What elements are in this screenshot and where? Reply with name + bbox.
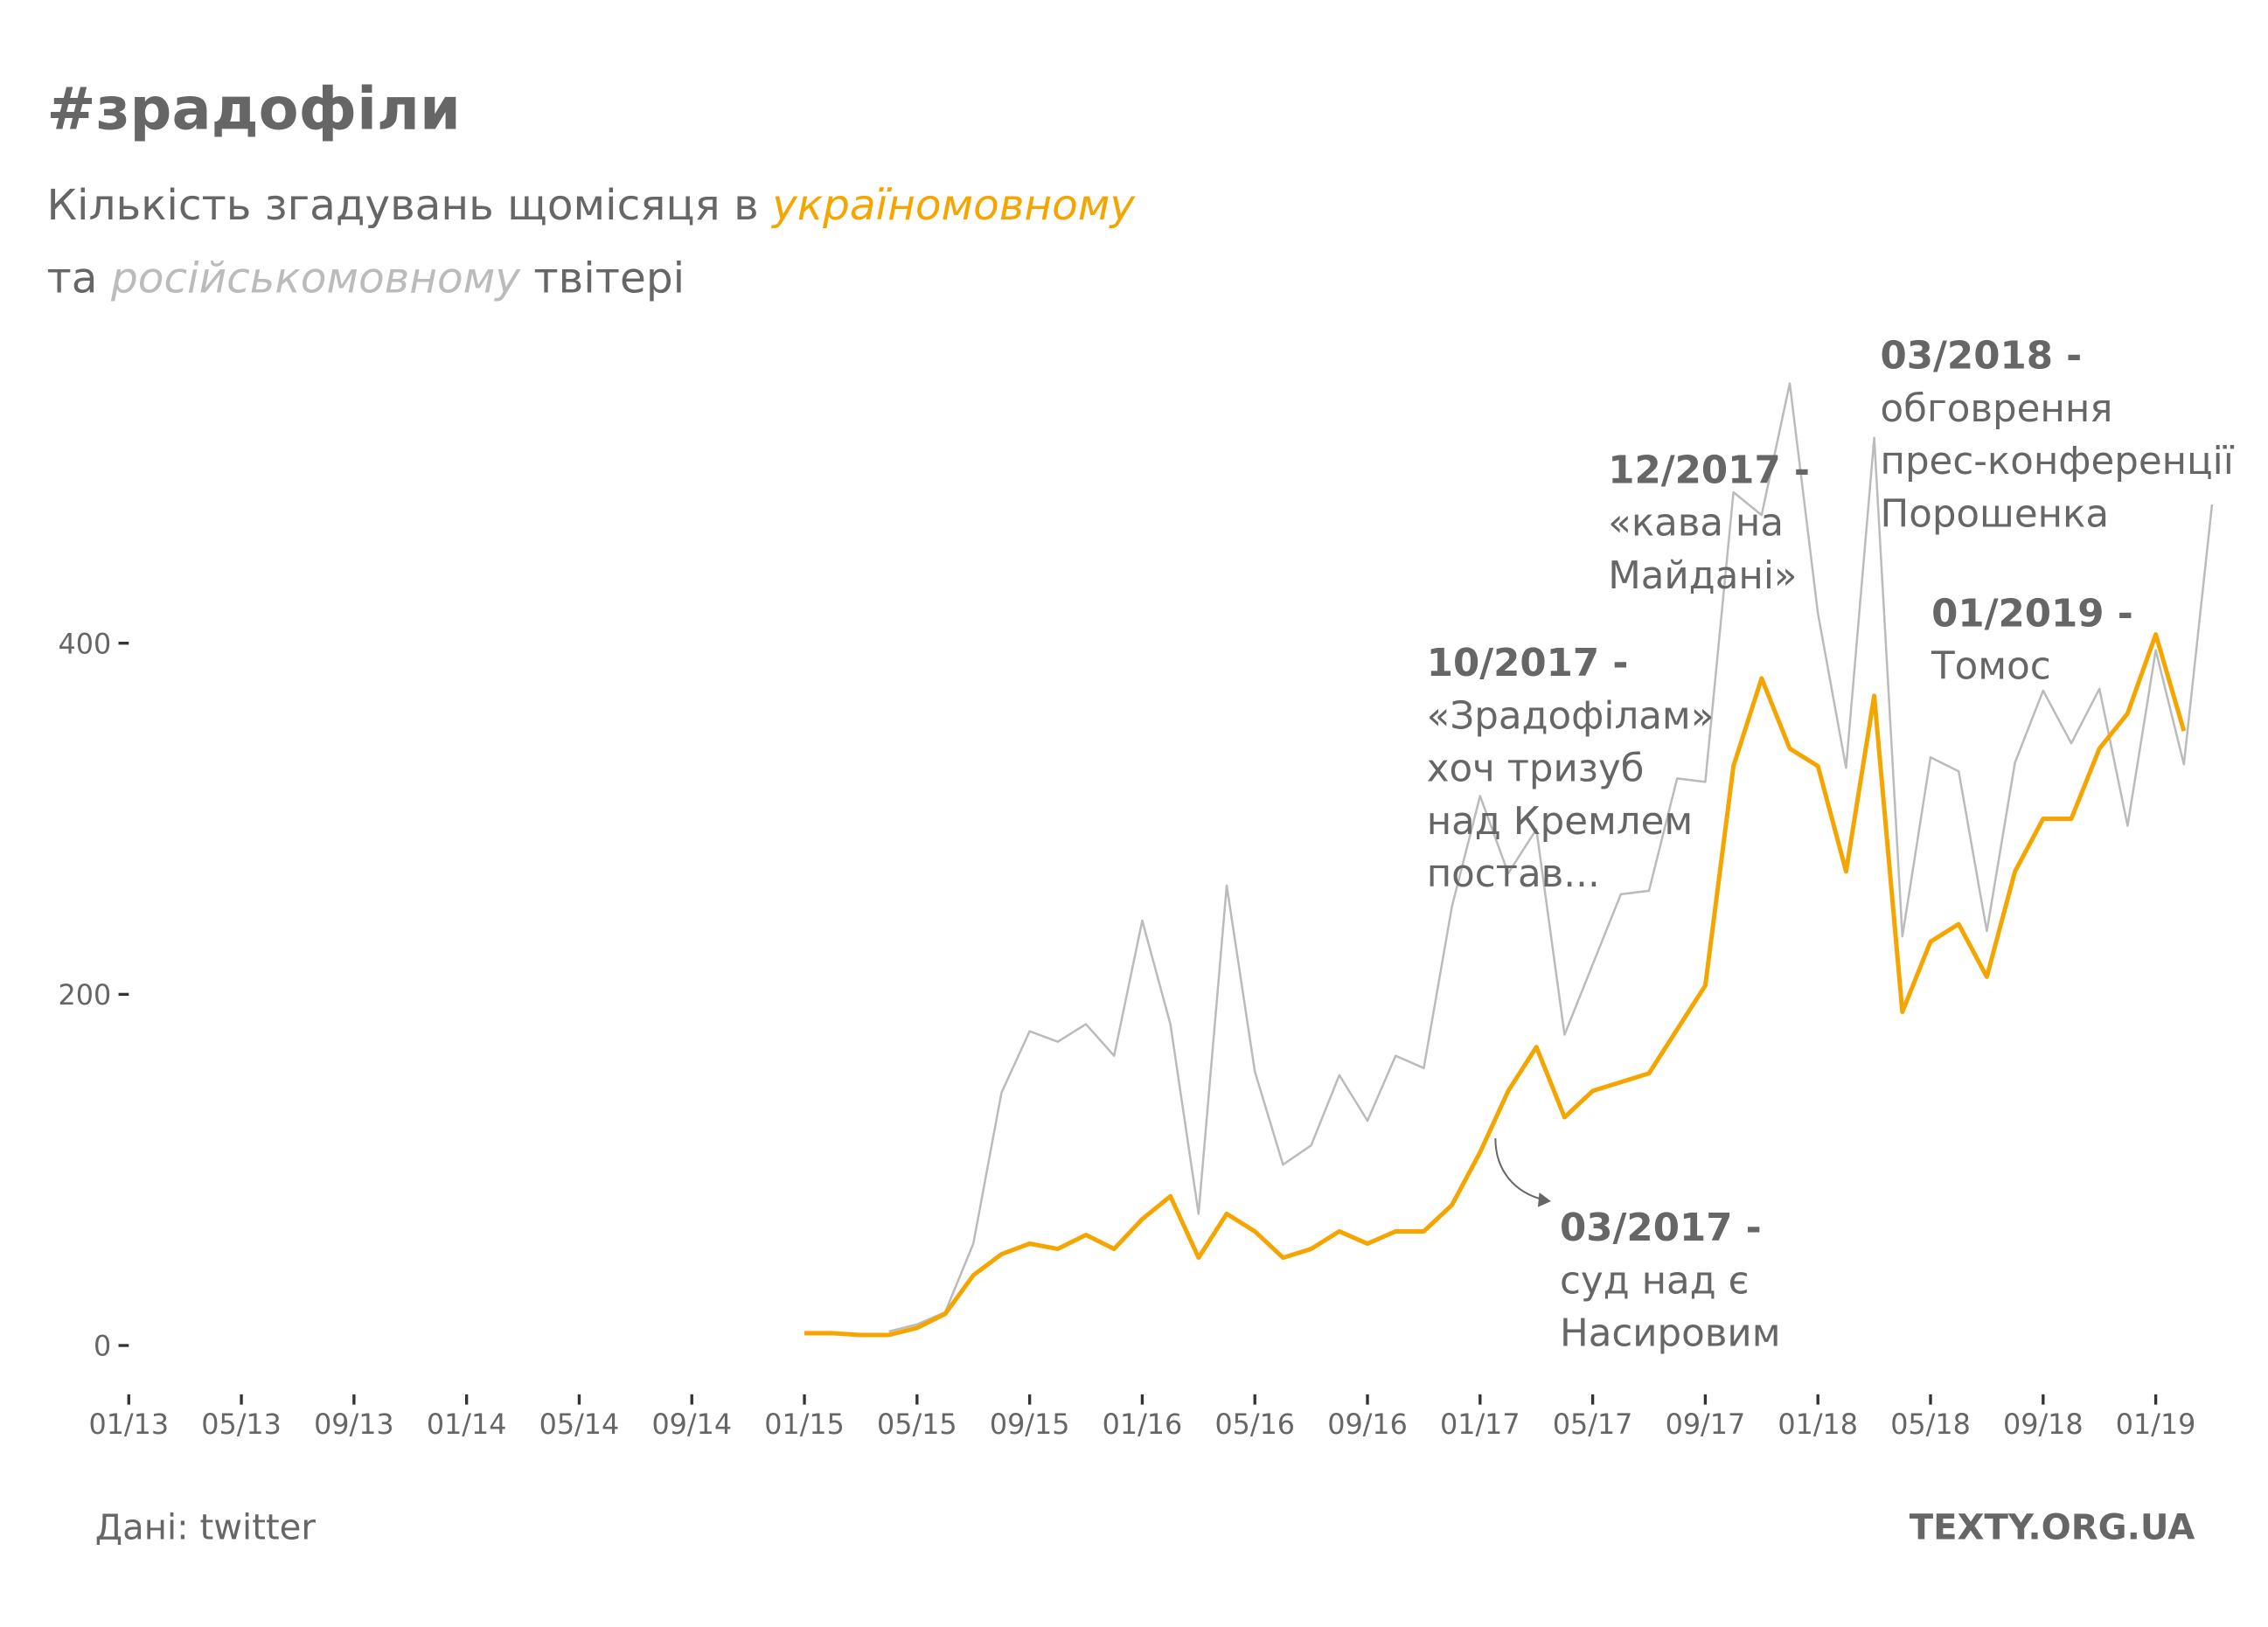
subtitle-text: твітері: [533, 254, 685, 303]
annotation-text: суд над є: [1560, 1259, 1749, 1303]
x-tick-label: 09/13: [314, 1408, 394, 1441]
subtitle-line: та російськомовному твітері: [47, 254, 685, 303]
subtitle-line: Кількість згадувань щомісяця в україномо…: [47, 181, 1137, 230]
annotation-text: постав...: [1427, 852, 1600, 896]
x-tick-label: 01/19: [2116, 1408, 2196, 1441]
x-tick-label: 09/16: [1327, 1408, 1408, 1441]
arrow-head: [1537, 1192, 1551, 1207]
x-tick-label: 05/13: [201, 1408, 282, 1441]
legend-entry: україномовному: [770, 181, 1136, 230]
subtitle-text: та: [47, 254, 98, 303]
x-tick-label: 09/15: [990, 1408, 1070, 1441]
annotation-text: хоч тризуб: [1427, 747, 1645, 791]
x-tick-label: 05/18: [1890, 1408, 1971, 1441]
annotation-title: 10/2017 -: [1427, 642, 1629, 685]
x-tick-label: 09/18: [2003, 1408, 2084, 1441]
series-line: [804, 632, 2187, 1338]
y-tick-label: 0: [94, 1331, 111, 1363]
legend-entry: російськомовному: [110, 254, 521, 303]
brand: TEXTY.ORG.UA: [1910, 1508, 2195, 1548]
x-tick-label: 09/17: [1666, 1408, 1746, 1441]
annotation-title: 03/2017 -: [1560, 1206, 1762, 1250]
annotation-title: 12/2017 -: [1608, 448, 1810, 492]
annotation-text: Томос: [1931, 645, 2051, 689]
x-tick-label: 01/13: [88, 1408, 169, 1441]
annotation-text: «кава на: [1608, 502, 1784, 546]
x-tick-label: 01/15: [764, 1408, 845, 1441]
x-tick-label: 09/14: [651, 1408, 732, 1441]
y-tick-label: 200: [59, 979, 112, 1012]
annotation-text: над Кремлем: [1427, 800, 1693, 844]
x-tick-label: 01/18: [1778, 1408, 1858, 1441]
chart-title: #зрадофіли: [47, 74, 461, 143]
annotation-arrow: [1494, 1138, 1544, 1201]
x-tick-label: 05/16: [1214, 1408, 1295, 1441]
annotation-text: обговрення: [1881, 387, 2113, 431]
x-tick-label: 01/17: [1440, 1408, 1520, 1441]
annotation-text: «Зрадофілам»: [1427, 694, 1715, 738]
y-tick-label: 400: [59, 628, 112, 660]
annotation-title: 01/2019 -: [1931, 592, 2133, 636]
source: Дані: twitter: [95, 1508, 317, 1548]
x-tick-label: 01/14: [427, 1408, 507, 1441]
x-tick-label: 05/15: [877, 1408, 957, 1441]
annotation-text: Порошенка: [1881, 492, 2110, 536]
x-tick-label: 05/14: [539, 1408, 620, 1441]
x-tick-label: 05/17: [1553, 1408, 1633, 1441]
annotation-title: 03/2018 -: [1881, 335, 2083, 379]
series-line: [888, 382, 2214, 1333]
annotation-text: Насировим: [1560, 1312, 1781, 1356]
x-tick-label: 01/16: [1103, 1408, 1183, 1441]
subtitle-text: Кількість згадувань щомісяця в: [47, 181, 759, 230]
annotation-text: прес-конференції: [1881, 440, 2235, 483]
annotation-text: Майдані»: [1608, 554, 1797, 598]
